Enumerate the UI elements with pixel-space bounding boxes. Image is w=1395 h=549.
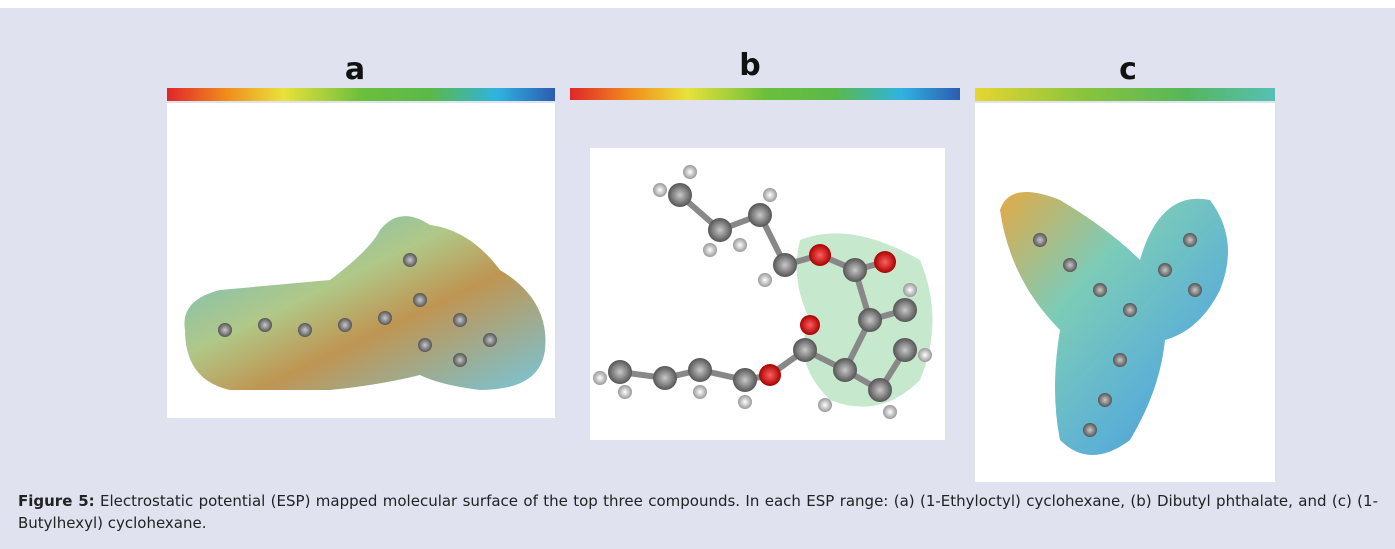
caption-label: Figure 5:: [18, 492, 95, 510]
figure-art: [0, 0, 1395, 549]
panel-label: c: [1108, 52, 1148, 87]
panel-label: b: [730, 48, 770, 83]
panel-label: a: [335, 52, 375, 87]
esp-color-bar: [570, 88, 960, 100]
caption-text: Electrostatic potential (ESP) mapped mol…: [18, 492, 1378, 532]
esp-color-bar: [167, 88, 555, 101]
figure-caption: Figure 5: Electrostatic potential (ESP) …: [18, 490, 1378, 534]
esp-color-bar: [975, 88, 1275, 101]
